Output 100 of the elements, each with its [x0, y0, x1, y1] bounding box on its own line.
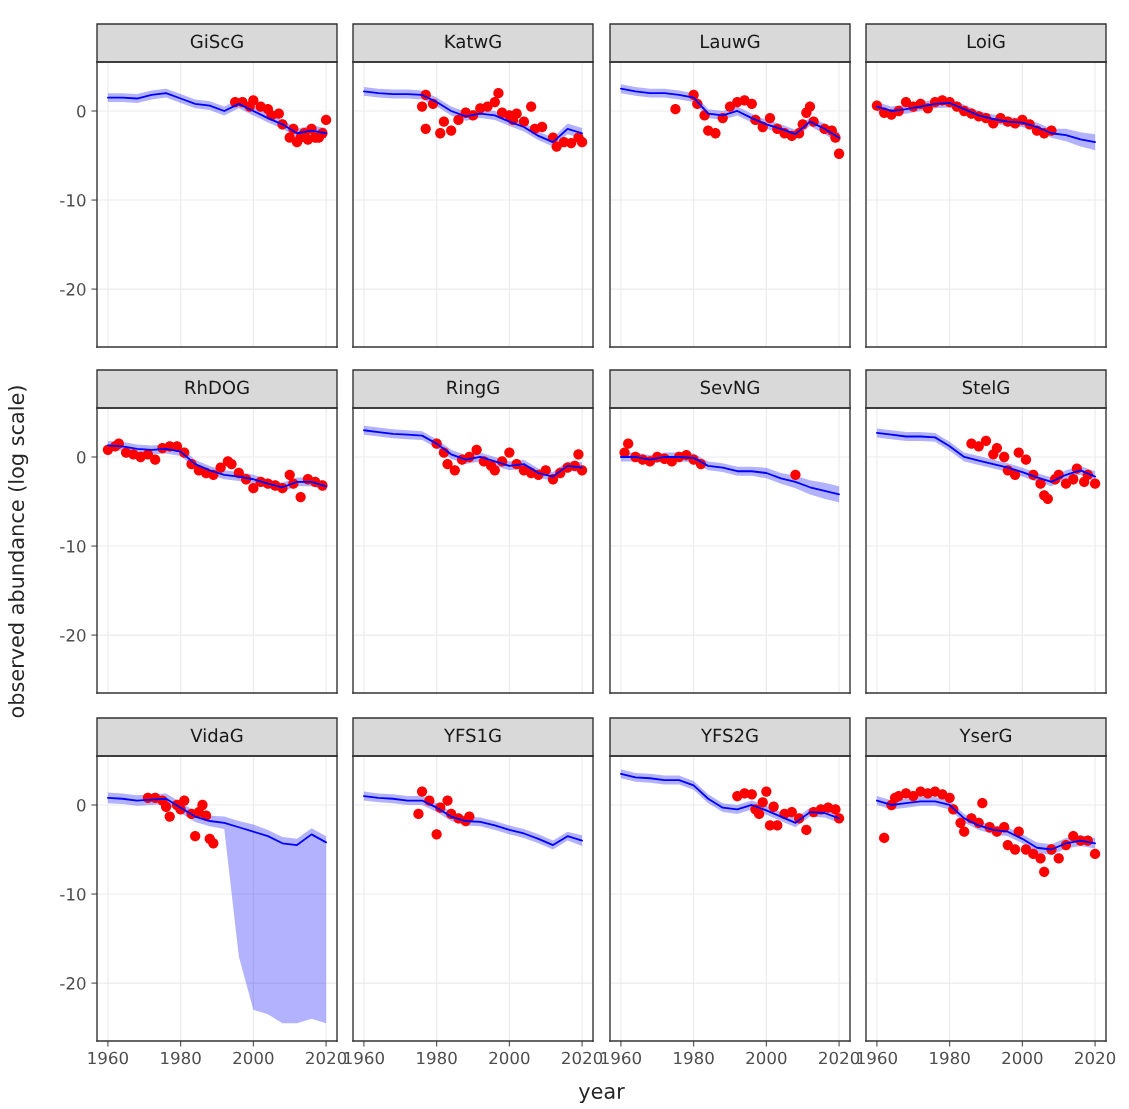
point — [573, 449, 584, 460]
point — [830, 804, 841, 815]
point — [764, 112, 776, 124]
point — [248, 95, 259, 106]
point — [1068, 831, 1079, 842]
point — [973, 441, 984, 452]
point — [768, 801, 779, 812]
point — [991, 442, 1003, 454]
point — [179, 795, 190, 806]
x-tick-label: 1960 — [344, 1051, 385, 1065]
point — [518, 116, 530, 127]
point — [746, 789, 757, 800]
point — [1020, 844, 1032, 855]
point — [449, 465, 460, 476]
point — [438, 116, 450, 127]
point — [977, 798, 988, 809]
x-tick-label: 2020 — [1075, 1051, 1116, 1065]
point — [879, 832, 890, 844]
x-tick-label: 1960 — [88, 1051, 129, 1065]
x-axis-title: year — [578, 1087, 625, 1103]
point — [273, 108, 284, 119]
x-tick-label: 1960 — [857, 1051, 898, 1065]
x-tick-label: 2000 — [746, 1051, 787, 1065]
point — [416, 786, 428, 797]
chart-title: YFS2G — [700, 728, 758, 743]
point — [453, 114, 464, 126]
point — [576, 137, 588, 148]
point — [295, 491, 306, 503]
y-tick-label: 0 — [77, 450, 86, 464]
point — [980, 435, 992, 447]
x-tick-label: 2020 — [819, 1051, 860, 1065]
point — [790, 469, 801, 480]
point — [1009, 469, 1021, 480]
point — [670, 104, 681, 115]
point — [431, 829, 442, 840]
point — [442, 795, 453, 806]
point — [999, 451, 1010, 463]
point — [208, 838, 219, 849]
point — [908, 790, 919, 802]
x-tick-label: 2000 — [233, 1051, 274, 1065]
x-tick-label: 2020 — [306, 1051, 347, 1065]
chart-title: YFS1G — [443, 728, 501, 743]
point — [1020, 454, 1032, 465]
point — [786, 806, 797, 818]
point — [160, 801, 172, 812]
x-tick-label: 2000 — [489, 1051, 530, 1065]
point — [772, 820, 783, 831]
point — [1035, 853, 1046, 864]
y-tick-label: -20 — [60, 283, 86, 296]
chart-title: RhDOG — [185, 380, 249, 395]
point — [190, 831, 201, 842]
point — [284, 469, 295, 480]
y-tick-label: -20 — [60, 629, 86, 642]
point — [1009, 844, 1021, 855]
y-tick-label: -10 — [60, 540, 86, 553]
chart-title: VidaG — [190, 728, 243, 743]
x-tick-label: 1980 — [161, 1051, 201, 1065]
y-tick-label: -10 — [60, 888, 86, 901]
point — [526, 101, 537, 112]
point — [197, 799, 208, 811]
point — [420, 123, 431, 134]
chart-title: GiScG — [190, 34, 243, 49]
y-axis-title: observed abundance (log scale) — [8, 386, 29, 718]
point — [248, 483, 259, 494]
point — [710, 128, 721, 139]
point — [442, 458, 453, 470]
point — [320, 114, 332, 126]
point — [753, 808, 765, 820]
point — [150, 454, 161, 465]
point — [504, 447, 515, 458]
point — [724, 101, 736, 112]
chart-title: KatwG — [445, 34, 501, 49]
point — [215, 462, 226, 473]
chart-title: RingG — [447, 380, 499, 398]
chart-title: LoiG — [967, 34, 1005, 49]
x-tick-label: 2000 — [1002, 1051, 1043, 1065]
point — [833, 148, 845, 159]
x-tick-label: 2020 — [562, 1051, 603, 1065]
point — [1089, 478, 1101, 489]
chart-title: SevNG — [700, 380, 759, 395]
y-tick-label: -20 — [60, 977, 86, 990]
point — [1028, 848, 1039, 860]
point — [413, 808, 424, 820]
point — [1039, 866, 1050, 877]
point — [959, 826, 970, 837]
point — [1002, 839, 1013, 851]
point — [804, 101, 816, 112]
y-tick-label: -10 — [60, 194, 86, 207]
point — [566, 137, 577, 149]
point — [493, 88, 504, 99]
x-tick-label: 1960 — [601, 1051, 642, 1065]
chart-title: YserG — [959, 728, 1011, 743]
point — [435, 128, 446, 139]
x-tick-label: 1980 — [674, 1051, 714, 1065]
point — [746, 98, 757, 110]
point — [471, 444, 482, 456]
point — [1053, 853, 1064, 864]
point — [761, 786, 772, 797]
point — [955, 817, 966, 828]
point — [1060, 478, 1072, 489]
